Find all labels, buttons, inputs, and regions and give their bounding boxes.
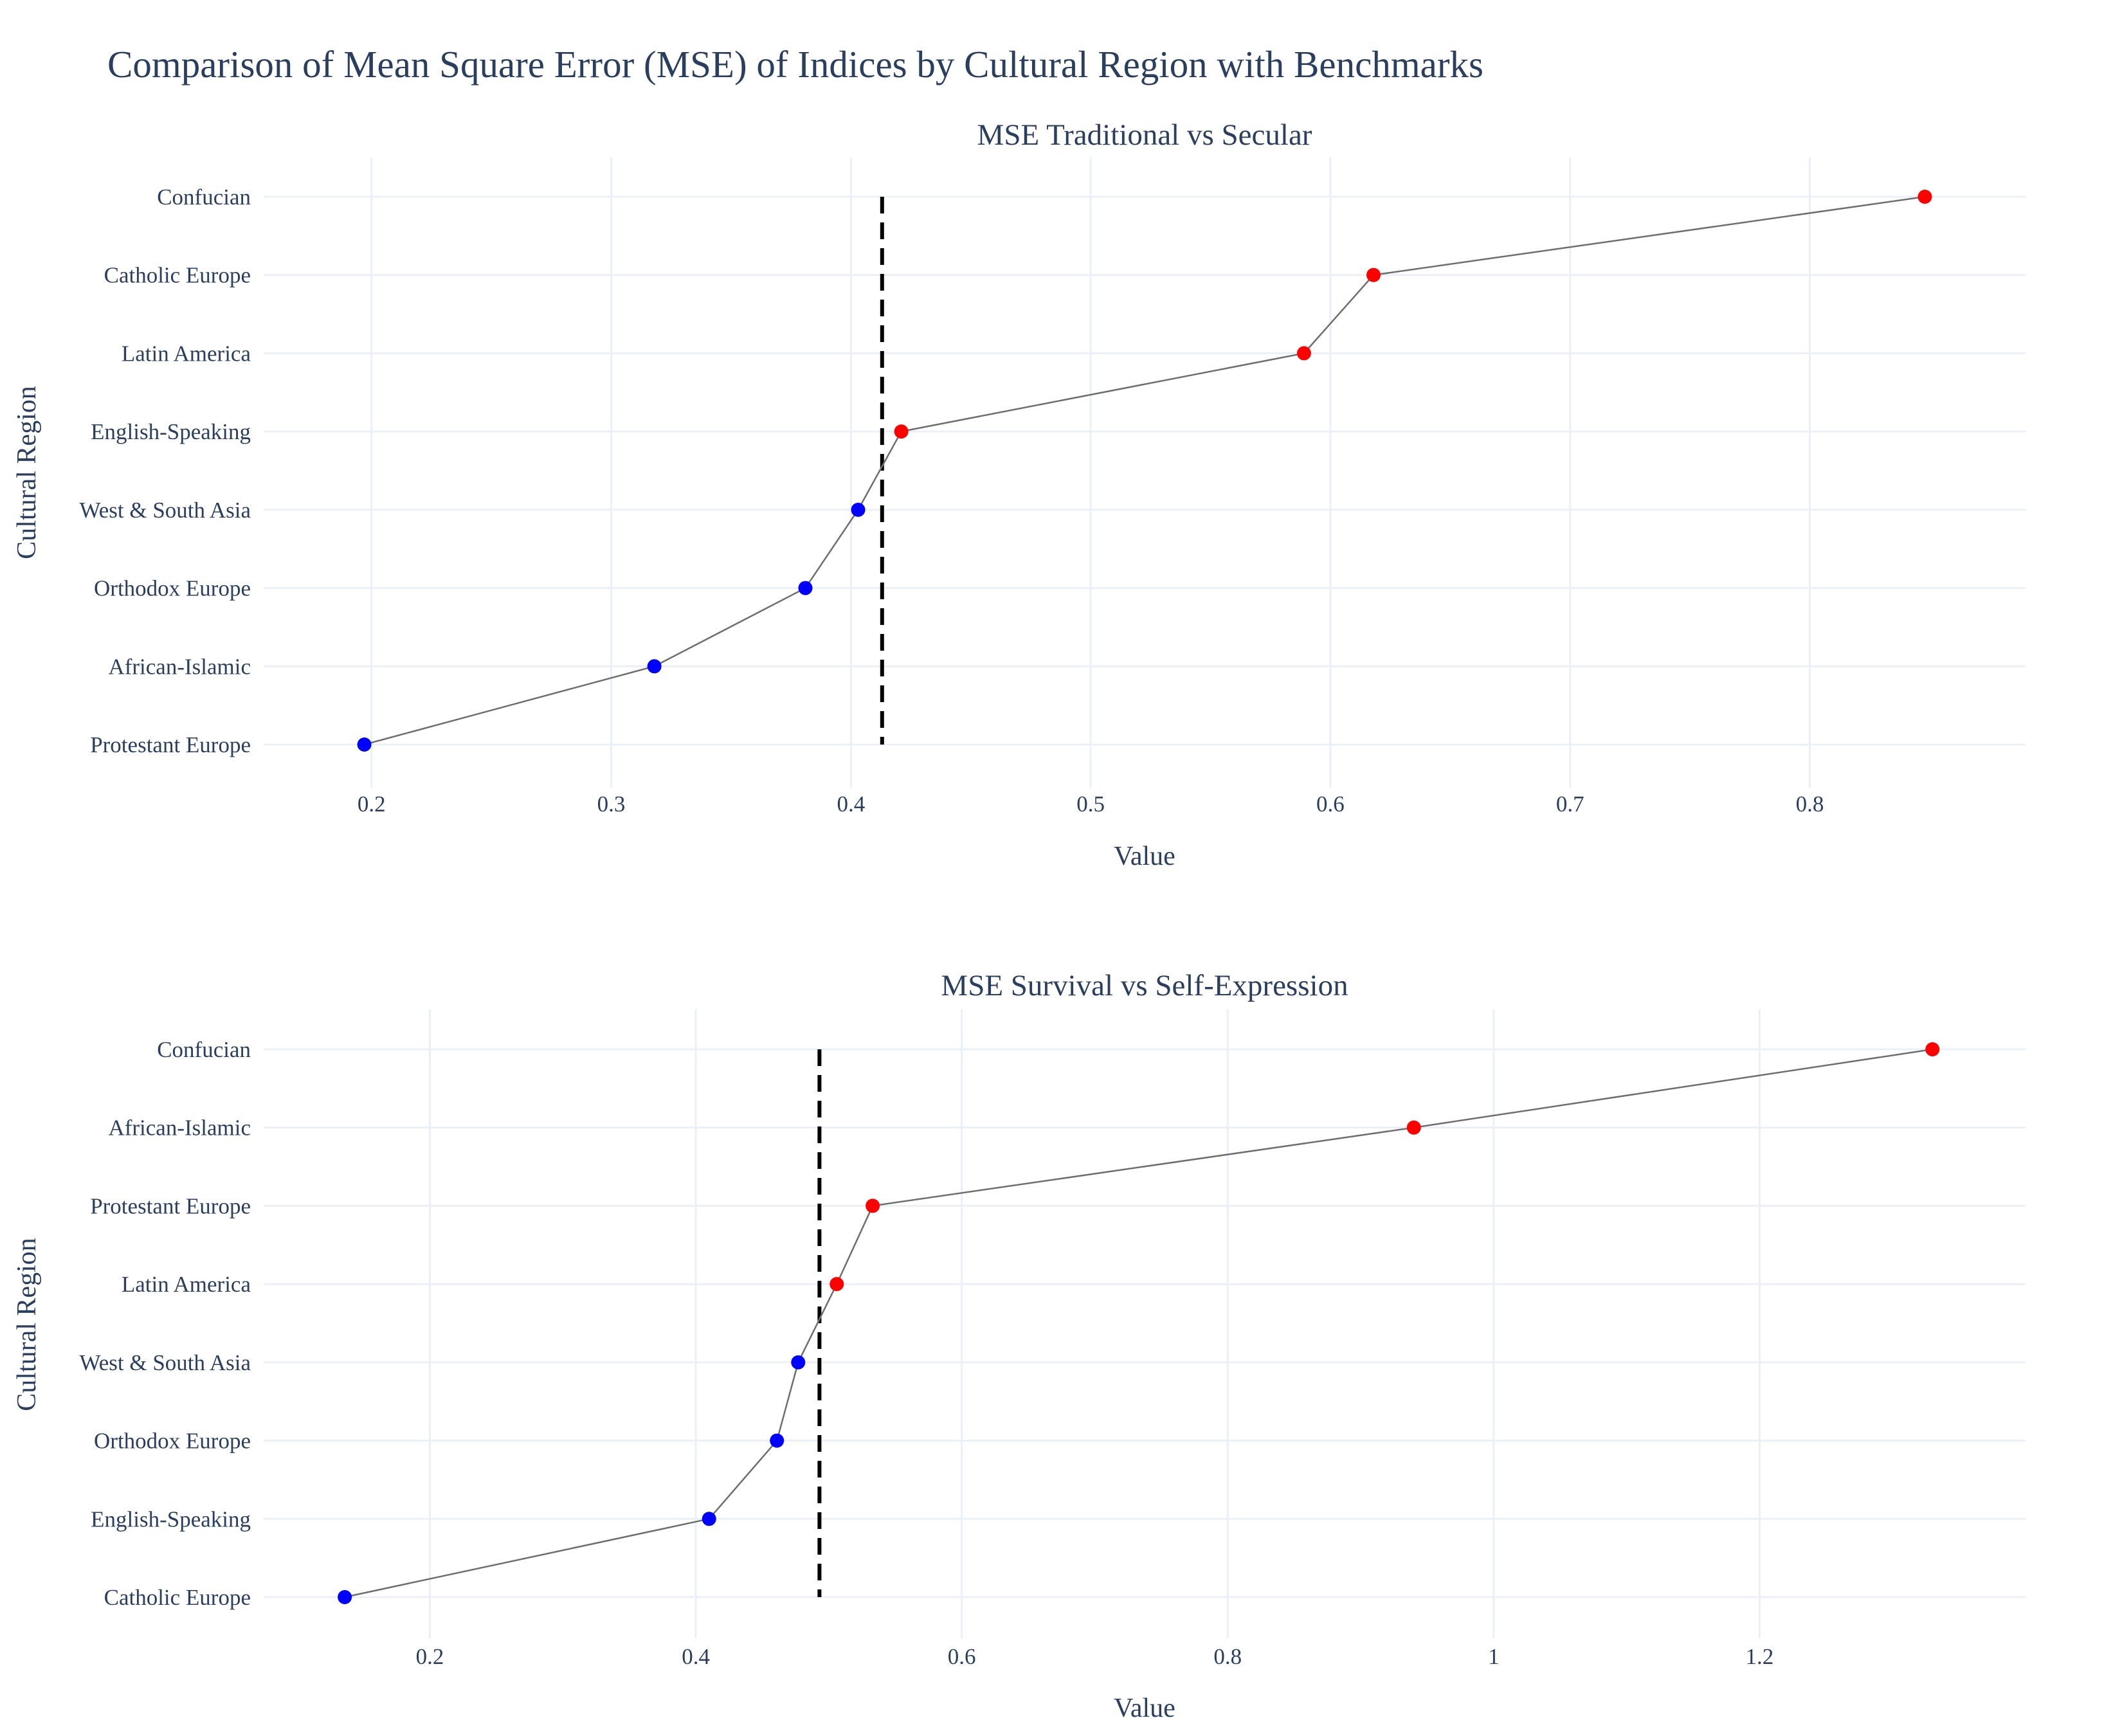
y-tick-label: English-Speaking bbox=[91, 419, 251, 444]
subplot-title: MSE Survival vs Self-Expression bbox=[941, 969, 1348, 1002]
x-tick-label: 0.8 bbox=[1213, 1644, 1242, 1669]
y-tick-label: West & South Asia bbox=[80, 1350, 251, 1375]
data-point bbox=[1296, 346, 1311, 361]
x-tick-label: 0.7 bbox=[1556, 791, 1584, 817]
x-tick-label: 0.4 bbox=[837, 791, 865, 817]
data-point bbox=[1366, 267, 1381, 282]
x-tick-label: 0.6 bbox=[1316, 791, 1345, 817]
data-point bbox=[851, 502, 866, 517]
y-tick-label: Catholic Europe bbox=[104, 263, 251, 288]
data-point bbox=[894, 424, 909, 439]
x-tick-label: 0.6 bbox=[948, 1644, 976, 1669]
data-point bbox=[357, 737, 372, 752]
y-axis-title: Cultural Region bbox=[12, 1238, 42, 1411]
series-line bbox=[364, 195, 1925, 746]
y-axis-title: Cultural Region bbox=[12, 386, 42, 559]
y-tick-label: English-Speaking bbox=[91, 1506, 251, 1532]
series-line bbox=[344, 1048, 1933, 1598]
y-tick-label: African-Islamic bbox=[108, 654, 251, 679]
data-point bbox=[702, 1512, 716, 1526]
y-tick-label: Confucian bbox=[157, 1037, 251, 1062]
data-point bbox=[866, 1198, 880, 1213]
x-tick-label: 0.3 bbox=[597, 791, 626, 817]
subplot-traditional-secular: MSE Traditional vs Secular Value Cultura… bbox=[12, 118, 2026, 871]
y-tick-label: Confucian bbox=[157, 185, 251, 210]
subplot-survival-self-expression: MSE Survival vs Self-Expression Value Cu… bbox=[12, 969, 2026, 1723]
y-tick-label: Protestant Europe bbox=[90, 732, 251, 757]
y-tick-label: Latin America bbox=[122, 341, 251, 366]
gridlines bbox=[264, 1009, 2026, 1638]
data-point bbox=[647, 659, 662, 674]
y-tick-label: African-Islamic bbox=[108, 1116, 251, 1141]
y-tick-label: Orthodox Europe bbox=[94, 1429, 251, 1454]
y-tick-label: Protestant Europe bbox=[90, 1193, 251, 1218]
x-tick-label: 1.2 bbox=[1746, 1644, 1774, 1669]
subplot-title: MSE Traditional vs Secular bbox=[977, 118, 1312, 152]
x-tick-label: 1 bbox=[1488, 1644, 1500, 1669]
x-tick-label: 0.4 bbox=[682, 1644, 710, 1669]
chart-title: Comparison of Mean Square Error (MSE) of… bbox=[107, 43, 1483, 86]
data-point bbox=[338, 1590, 352, 1604]
data-point bbox=[770, 1433, 784, 1448]
y-tick-label: Latin America bbox=[122, 1272, 251, 1297]
x-tick-label: 0.5 bbox=[1076, 791, 1105, 817]
data-point bbox=[830, 1277, 844, 1292]
y-tick-label: Catholic Europe bbox=[104, 1585, 251, 1610]
x-axis-title: Value bbox=[1114, 1694, 1175, 1723]
data-point bbox=[1406, 1120, 1421, 1135]
x-tick-label: 0.2 bbox=[416, 1644, 444, 1669]
data-point bbox=[798, 581, 813, 595]
data-point bbox=[1918, 190, 1932, 204]
gridlines bbox=[264, 158, 2026, 788]
x-axis-title: Value bbox=[1114, 842, 1175, 871]
data-point bbox=[791, 1355, 806, 1370]
x-tick-label: 0.2 bbox=[358, 791, 386, 817]
y-tick-label: Orthodox Europe bbox=[94, 576, 251, 601]
x-tick-label: 0.8 bbox=[1796, 791, 1824, 817]
data-point bbox=[1925, 1042, 1940, 1056]
y-tick-label: West & South Asia bbox=[80, 498, 251, 523]
